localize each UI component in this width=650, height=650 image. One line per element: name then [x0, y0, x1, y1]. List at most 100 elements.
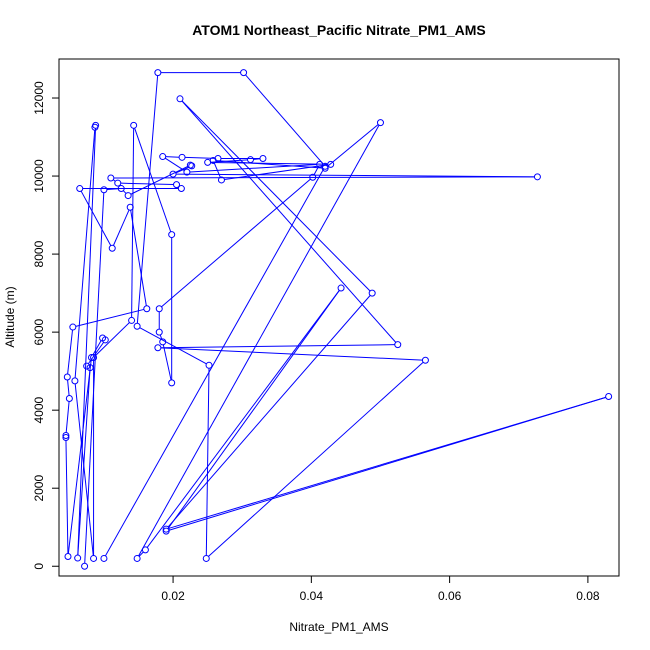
series-line-segment [205, 368, 210, 556]
data-point [159, 153, 167, 161]
data-point [337, 284, 345, 292]
series-line-segment [122, 190, 127, 194]
data-point [176, 95, 184, 103]
series-line-segment [120, 182, 174, 186]
y-tick-label: 0 [32, 563, 46, 570]
data-point [605, 393, 613, 401]
series-line-segment [253, 158, 261, 160]
data-point [124, 192, 132, 200]
data-point [90, 353, 98, 361]
data-point [168, 379, 176, 387]
data-point [65, 394, 73, 402]
x-axis: 0.02 0.04 0.06 0.08 [161, 575, 600, 603]
data-point [81, 562, 89, 570]
series-line-segment [67, 329, 73, 375]
data-point [63, 373, 71, 381]
series-line-segment [160, 344, 395, 349]
data-point [240, 69, 248, 77]
data-point [107, 174, 115, 182]
x-tick-label: 0.02 [161, 589, 185, 603]
y-tick-label: 10000 [32, 159, 46, 193]
data-point [71, 377, 79, 385]
series-lines [65, 72, 606, 564]
series-line-segment [139, 327, 207, 365]
series-line-segment [113, 176, 535, 179]
y-tick-label: 6000 [32, 318, 46, 345]
series-line-segment [134, 128, 172, 232]
y-axis-label: Altitude (m) [3, 286, 17, 347]
series-line-segment [65, 440, 69, 554]
data-point [247, 156, 255, 164]
data-point [143, 305, 151, 313]
data-point [217, 176, 225, 184]
series-line-segment [167, 290, 340, 529]
data-point [205, 361, 213, 369]
x-axis-label: Nitrate_PM1_AMS [289, 620, 388, 634]
series-points [62, 69, 613, 570]
series-line-segment [67, 379, 70, 396]
data-point [321, 162, 329, 170]
series-line-segment [74, 130, 96, 378]
data-point [69, 323, 77, 331]
series-line-segment [175, 166, 190, 174]
series-line-segment [185, 156, 216, 159]
data-point [133, 554, 141, 562]
data-point [188, 162, 196, 170]
data-point [162, 525, 170, 533]
data-point [64, 552, 72, 560]
chart-title: ATOM1 Northeast_Pacific Nitrate_PM1_AMS [192, 22, 486, 38]
data-point [209, 156, 217, 164]
data-point [86, 364, 94, 372]
data-point [87, 353, 95, 361]
data-point [91, 123, 99, 131]
series-line-segment [168, 396, 606, 529]
series-line-segment [161, 178, 311, 308]
series-line-segment [167, 295, 371, 528]
data-point [126, 203, 134, 211]
data-point [368, 289, 376, 297]
series-line-segment [92, 340, 102, 356]
series-line-segment [162, 344, 172, 381]
data-point [376, 119, 384, 127]
series-line-segment [95, 322, 130, 356]
data-point [178, 153, 186, 161]
data-point [309, 173, 317, 181]
series-line-segment [65, 401, 70, 433]
series-line-segment [67, 360, 92, 554]
data-point [100, 186, 108, 194]
data-point [108, 244, 116, 252]
data-point [169, 170, 177, 178]
data-point [421, 356, 429, 364]
data-point [533, 173, 541, 181]
data-point [155, 305, 163, 313]
series-line-segment [138, 551, 144, 557]
series-line-segment [327, 124, 379, 167]
data-point [90, 554, 98, 562]
data-point [128, 316, 136, 324]
series-line-segment [165, 156, 180, 158]
series-line-segment [313, 166, 319, 175]
data-point [76, 185, 84, 193]
series-line-segment [136, 75, 159, 324]
data-point [162, 527, 170, 535]
series-line-segment [159, 334, 163, 340]
series-line-segment [112, 209, 130, 246]
data-point [394, 341, 402, 349]
series-line-segment [130, 166, 188, 195]
data-point [130, 121, 138, 129]
x-tick-label: 0.06 [438, 589, 462, 603]
data-point [62, 432, 70, 440]
y-axis: 0 2000 4000 6000 8000 10000 12000 [32, 81, 60, 570]
series-line-segment [181, 100, 397, 343]
data-point [155, 328, 163, 336]
series-line-segment [181, 100, 371, 292]
data-point [202, 554, 210, 562]
series-line-segment [213, 163, 221, 178]
data-point [173, 181, 181, 189]
y-tick-label: 12000 [32, 81, 46, 115]
y-tick-label: 4000 [32, 396, 46, 423]
data-point [259, 154, 267, 162]
data-point [101, 336, 109, 344]
data-point [154, 69, 162, 77]
